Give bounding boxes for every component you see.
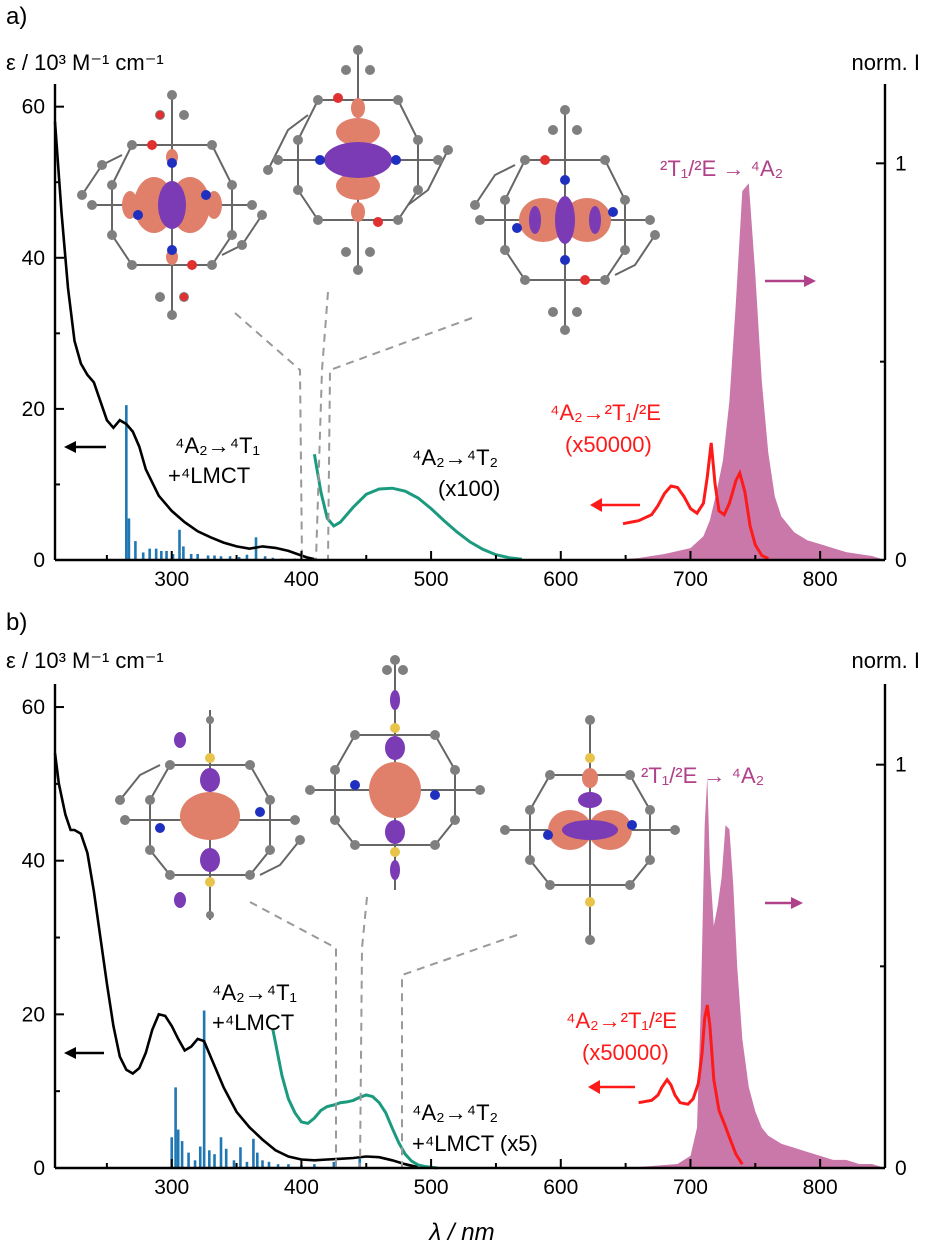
annotation-emission: ²T₁/²E → ⁴A₂ — [660, 156, 783, 181]
left-axis-arrow — [64, 1047, 104, 1059]
left-y-tick-label: 40 — [22, 850, 45, 873]
excitation-arrow — [588, 1080, 635, 1094]
right-axis-arrow — [765, 275, 816, 287]
molecular-orbital-3 — [470, 105, 660, 335]
annotation-t2-line1: ⁴A₂→⁴T₂ — [412, 445, 498, 470]
leader-line — [234, 312, 303, 561]
x-tick-label: 300 — [154, 1176, 189, 1199]
right-y-tick-label: 0 — [895, 1157, 907, 1180]
leader-line — [359, 896, 368, 1169]
right-y-tick-label: 0 — [895, 549, 907, 572]
right-y-tick-label: 1 — [895, 754, 907, 777]
left-y-tick-label: 40 — [22, 247, 45, 270]
panel-a-leader-lines — [234, 291, 473, 561]
annotation-t1-line1: ⁴A₂→⁴T₁ — [175, 433, 260, 458]
annotation-t1-line2: +⁴LMCT — [212, 1010, 294, 1035]
annotation-excitation-line2: (x50000) — [565, 432, 652, 457]
scaled-absorption-line — [271, 1029, 438, 1170]
x-tick-label: 400 — [284, 568, 319, 591]
leader-line — [249, 901, 337, 1168]
panel-b-ylabel-right: norm. I — [852, 648, 920, 673]
panel-a: a) ε / 10³ M⁻¹ cm⁻¹ norm. I — [6, 3, 920, 591]
annotation-t2-line2: +⁴LMCT (x5) — [412, 1131, 538, 1156]
excitation-arrow — [590, 498, 640, 512]
x-tick-label: 400 — [284, 1176, 319, 1199]
annotation-t2-line1: ⁴A₂→⁴T₂ — [412, 1100, 498, 1125]
left-y-tick-label: 20 — [22, 398, 45, 421]
x-tick-label: 800 — [803, 568, 838, 591]
x-tick-label: 500 — [414, 568, 449, 591]
molecular-orbital-5 — [305, 655, 485, 890]
annotation-t2-line2: (x100) — [438, 476, 500, 501]
annotation-excitation-line2: (x50000) — [582, 1040, 669, 1065]
left-y-tick-label: 60 — [22, 96, 45, 119]
absorption-line — [53, 752, 419, 1169]
x-tick-label: 700 — [673, 568, 708, 591]
right-y-tick-label: 1 — [895, 152, 907, 175]
x-tick-label: 700 — [673, 1176, 708, 1199]
leader-line — [315, 291, 329, 561]
emission-area — [625, 776, 885, 1168]
panel-b: b) ε / 10³ M⁻¹ cm⁻¹ norm. I — [6, 609, 920, 1246]
excitation-line — [638, 1004, 744, 1166]
panel-b-leader-lines — [249, 896, 518, 1169]
panel-a-label: a) — [6, 3, 27, 30]
panel-b-emission-layer — [625, 776, 885, 1168]
left-y-tick-label: 0 — [33, 1157, 45, 1180]
molecular-orbital-6 — [500, 715, 680, 945]
absorption-line — [53, 121, 315, 561]
excitation-line — [622, 442, 769, 560]
x-axis-label: λ / nm — [427, 1219, 494, 1246]
annotation-excitation-line1: ⁴A₂→²T₁/²E — [550, 400, 661, 425]
right-axis-arrow — [765, 897, 803, 909]
panel-a-emission-layer — [612, 183, 885, 560]
scaled-absorption-line — [312, 453, 523, 561]
left-y-tick-label: 60 — [22, 696, 45, 719]
leader-line — [327, 317, 473, 561]
left-y-tick-label: 0 — [33, 549, 45, 572]
x-tick-label: 600 — [543, 568, 578, 591]
molecular-orbital-2 — [263, 45, 453, 275]
panel-b-label: b) — [6, 609, 27, 636]
annotation-t1-line2: +⁴LMCT — [168, 463, 250, 488]
panel-a-ylabel-right: norm. I — [852, 50, 920, 75]
annotation-emission: ²T₁/²E → ⁴A₂ — [641, 763, 764, 788]
x-tick-label: 800 — [803, 1176, 838, 1199]
annotation-t1-line1: ⁴A₂→⁴T₁ — [212, 980, 297, 1005]
x-tick-label: 600 — [543, 1176, 578, 1199]
x-tick-label: 300 — [154, 568, 189, 591]
panel-b-tddft-sticks — [170, 1010, 362, 1168]
panel-b-ylabel-left: ε / 10³ M⁻¹ cm⁻¹ — [6, 648, 164, 673]
left-axis-arrow — [64, 441, 106, 453]
annotation-excitation-line1: ⁴A₂→²T₁/²E — [566, 1008, 677, 1033]
left-y-tick-label: 20 — [22, 1003, 45, 1026]
panel-a-ylabel-left: ε / 10³ M⁻¹ cm⁻¹ — [6, 50, 164, 75]
molecular-orbital-4 — [115, 710, 305, 920]
x-tick-label: 500 — [414, 1176, 449, 1199]
molecular-orbital-1 — [77, 90, 267, 320]
emission-area — [612, 183, 885, 560]
